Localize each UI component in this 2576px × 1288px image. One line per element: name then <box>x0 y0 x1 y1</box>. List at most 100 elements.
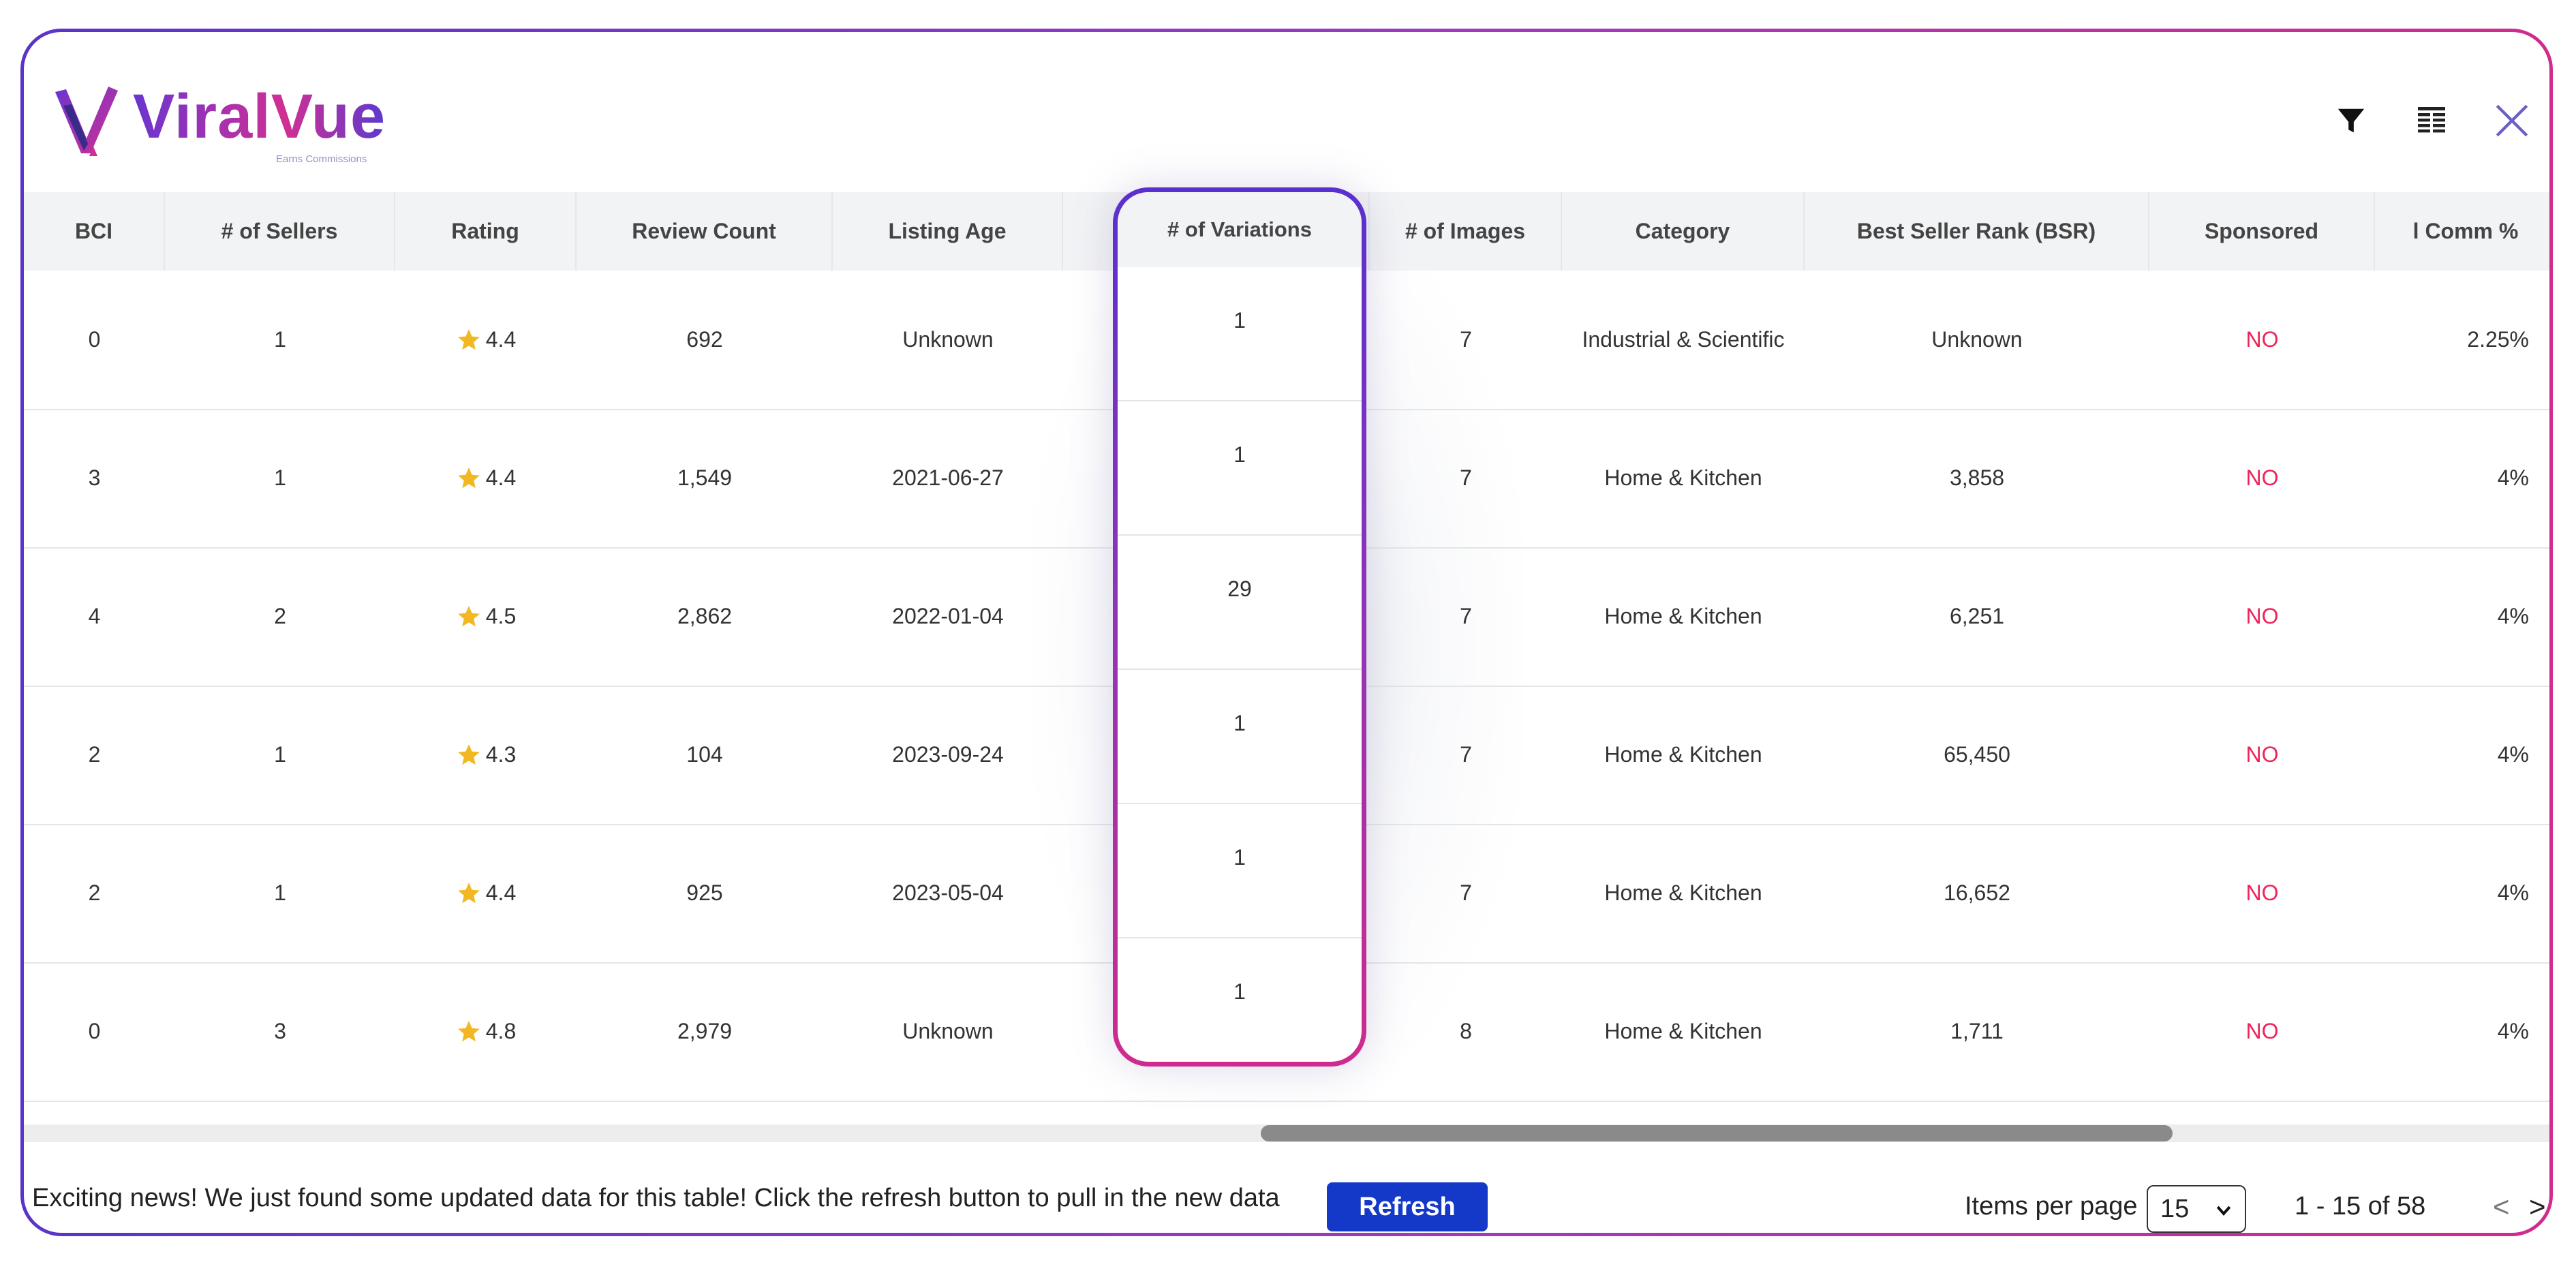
star-icon <box>457 1020 480 1041</box>
columns-icon[interactable] <box>2408 97 2455 144</box>
cell-rating: 4.3 <box>395 686 577 824</box>
cell-images: 7 <box>1460 880 1472 905</box>
cell-bsr: 6,251 <box>1949 604 2005 628</box>
cell-bsr: 16,652 <box>1944 880 2010 905</box>
previous-page-button[interactable]: < <box>2493 1191 2510 1223</box>
cell-bci: 2 <box>88 880 101 905</box>
header-sponsored[interactable]: Sponsored <box>2149 192 2375 271</box>
chevron-down-icon <box>2216 1206 2231 1216</box>
rating-number: 4.5 <box>485 604 517 628</box>
brand-tagline: Earns Commissions <box>276 153 367 165</box>
cell-rating: 4.5 <box>395 547 577 686</box>
brand-name: ViralVue <box>133 82 386 151</box>
close-icon[interactable] <box>2488 97 2536 144</box>
cell-images: 7 <box>1460 604 1472 628</box>
header-bsr[interactable]: Best Seller Rank (BSR) <box>1805 192 2149 271</box>
cell-sellers: 1 <box>274 742 286 767</box>
cell-sellers: 1 <box>274 880 286 905</box>
header-bci[interactable]: BCI <box>24 192 165 271</box>
variations-column: # of Variations 1 1 29 1 1 1 <box>1118 192 1362 1062</box>
cell-sellers: 1 <box>274 327 286 352</box>
cell-variations: 1 <box>1118 401 1362 536</box>
cell-review-count: 2,979 <box>677 1019 733 1043</box>
items-per-page-value: 15 <box>2160 1194 2190 1223</box>
header-commission[interactable]: l Comm % <box>2412 219 2519 243</box>
cell-bci: 0 <box>88 1019 101 1043</box>
cell-variations: 1 <box>1118 938 1362 1062</box>
star-icon <box>457 743 480 765</box>
cell-review-count: 104 <box>686 742 723 767</box>
cell-variations: 29 <box>1118 536 1362 670</box>
items-per-page-label: Items per page <box>1965 1192 2138 1221</box>
cell-sponsored: NO <box>2245 880 2279 905</box>
cell-sellers: 2 <box>274 604 286 628</box>
rating-value: 4.3 <box>456 742 516 768</box>
cell-rating: 4.8 <box>395 962 577 1101</box>
rating-number: 4.4 <box>485 327 517 352</box>
header-images[interactable]: # of Images <box>1370 192 1562 271</box>
cell-commission: 4% <box>2497 880 2529 905</box>
cell-bsr: 3,858 <box>1949 465 2005 490</box>
cell-listing-age: 2023-05-04 <box>892 880 1004 905</box>
star-icon <box>457 605 480 626</box>
star-icon <box>457 467 480 488</box>
header-variations[interactable]: # of Variations <box>1118 192 1362 267</box>
cell-rating: 4.4 <box>395 409 577 547</box>
cell-commission: 2.25% <box>2467 327 2529 352</box>
rating-value: 4.8 <box>456 1019 516 1045</box>
cell-variations: 1 <box>1118 804 1362 938</box>
rating-value: 4.4 <box>456 880 516 906</box>
rating-number: 4.8 <box>485 1019 517 1043</box>
header-category[interactable]: Category <box>1562 192 1805 271</box>
horizontal-scrollbar-thumb[interactable] <box>1261 1125 2173 1141</box>
items-per-page-select[interactable]: 15 <box>2147 1185 2246 1233</box>
header-sellers[interactable]: # of Sellers <box>165 192 395 271</box>
cell-commission: 4% <box>2497 742 2529 767</box>
header-rating[interactable]: Rating <box>395 192 577 271</box>
filter-icon[interactable] <box>2327 97 2375 144</box>
cell-listing-age: 2022-01-04 <box>892 604 1004 628</box>
cell-category: Industrial & Scientific <box>1582 327 1785 352</box>
cell-bci: 2 <box>88 742 101 767</box>
cell-variations: 1 <box>1118 670 1362 804</box>
cell-listing-age: 2021-06-27 <box>892 465 1004 490</box>
toolbar <box>2327 93 2536 148</box>
cell-sponsored: NO <box>2245 742 2279 767</box>
cell-sponsored: NO <box>2245 604 2279 628</box>
cell-category: Home & Kitchen <box>1604 465 1762 490</box>
rating-number: 4.3 <box>485 742 517 767</box>
rating-number: 4.4 <box>485 465 517 490</box>
header-variations-placeholder <box>1063 192 1370 271</box>
cell-sponsored: NO <box>2245 1019 2279 1043</box>
cell-bci: 3 <box>88 465 101 490</box>
header-listing-age[interactable]: Listing Age <box>833 192 1063 271</box>
table-row[interactable]: 0 3 4.8 2,979 Unknown 8 Home & Kitchen 1,711 NO 4… <box>24 962 2549 1102</box>
cell-images: 7 <box>1460 742 1472 767</box>
rating-number: 4.4 <box>485 880 517 905</box>
cell-bci: 4 <box>88 604 101 628</box>
app-panel: ViralVue Earns Commissions <box>24 32 2549 1233</box>
cell-category: Home & Kitchen <box>1604 742 1762 767</box>
cell-bsr: Unknown <box>1931 327 2023 352</box>
cell-bsr: 65,450 <box>1944 742 2010 767</box>
cell-sellers: 3 <box>274 1019 286 1043</box>
rating-value: 4.5 <box>456 604 516 630</box>
cell-commission: 4% <box>2497 1019 2529 1043</box>
cell-listing-age: Unknown <box>902 1019 994 1043</box>
update-notice: Exciting news! We just found some update… <box>32 1184 1280 1212</box>
refresh-button[interactable]: Refresh <box>1327 1182 1488 1231</box>
cell-review-count: 925 <box>686 880 723 905</box>
next-page-button[interactable]: > <box>2529 1191 2546 1223</box>
cell-variations: 1 <box>1118 267 1362 401</box>
star-icon <box>457 328 480 350</box>
star-icon <box>457 882 480 903</box>
rating-value: 4.4 <box>456 327 516 353</box>
cell-commission: 4% <box>2497 604 2529 628</box>
cell-bci: 0 <box>88 327 101 352</box>
header-review-count[interactable]: Review Count <box>577 192 833 271</box>
cell-listing-age: Unknown <box>902 327 994 352</box>
pagination-range: 1 - 15 of 58 <box>2295 1192 2426 1221</box>
cell-review-count: 1,549 <box>677 465 733 490</box>
cell-images: 7 <box>1460 465 1472 490</box>
cell-images: 7 <box>1460 327 1472 352</box>
